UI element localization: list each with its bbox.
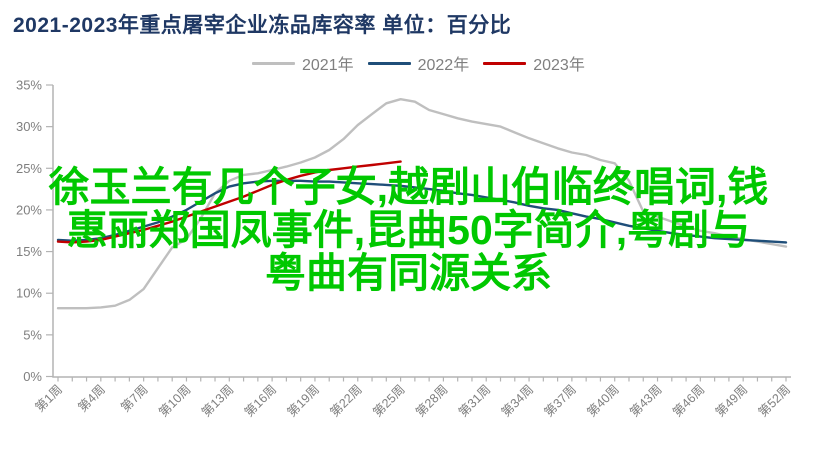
y-tick-label: 35% — [16, 78, 42, 93]
series-line-2022年 — [56, 179, 788, 244]
x-tick-label: 第7周 — [118, 382, 150, 414]
y-tick-label: 15% — [16, 244, 42, 259]
legend-item-2022: 2022年 — [367, 51, 470, 75]
legend-item-2023: 2023年 — [483, 51, 585, 75]
x-tick-label: 第52周 — [756, 382, 793, 419]
x-tick-label: 第37周 — [542, 382, 579, 419]
x-tick-label: 第16周 — [242, 382, 279, 419]
x-tick-label: 第46周 — [670, 382, 707, 419]
axis-lines — [52, 85, 791, 378]
chart-title: 2021-2023年重点屠宰企业冻品库容率 单位：百分比 — [13, 14, 512, 37]
y-tick-label: 5% — [23, 327, 42, 342]
x-tick-label: 第31周 — [456, 382, 493, 419]
x-tick-label: 第1周 — [33, 382, 65, 414]
x-tick-label: 第43周 — [627, 382, 664, 419]
x-tick-label: 第22周 — [327, 382, 364, 419]
y-tick-label: 0% — [23, 369, 42, 384]
x-tick-label: 第19周 — [285, 382, 322, 419]
x-tick-label: 第40周 — [584, 382, 621, 419]
series-line-2023年 — [56, 160, 402, 244]
legend-label-2022: 2022年 — [417, 57, 470, 74]
x-tick-label: 第34周 — [499, 382, 536, 419]
series-line-2021年 — [56, 97, 788, 310]
y-tick-label: 30% — [16, 119, 42, 134]
legend-swatch-2022 — [367, 61, 411, 65]
y-tick-label: 20% — [16, 202, 42, 217]
x-tick-label: 第13周 — [199, 382, 236, 419]
x-tick-label: 第28周 — [413, 382, 450, 419]
y-tick-label: 25% — [16, 161, 42, 176]
legend-swatch-2023 — [483, 61, 527, 65]
legend-swatch-2021 — [252, 61, 295, 65]
x-tick-label: 第25周 — [370, 382, 407, 419]
legend-item-2021: 2021年 — [252, 51, 354, 75]
legend-label-2021: 2021年 — [302, 57, 354, 74]
chart-legend: 2021年 2022年 2023年 — [252, 51, 585, 75]
x-tick-label: 第49周 — [713, 382, 750, 419]
x-tick-label: 第4周 — [75, 382, 107, 414]
legend-label-2023: 2023年 — [533, 57, 585, 74]
y-tick-label: 10% — [16, 286, 42, 301]
x-tick-label: 第10周 — [156, 382, 193, 419]
